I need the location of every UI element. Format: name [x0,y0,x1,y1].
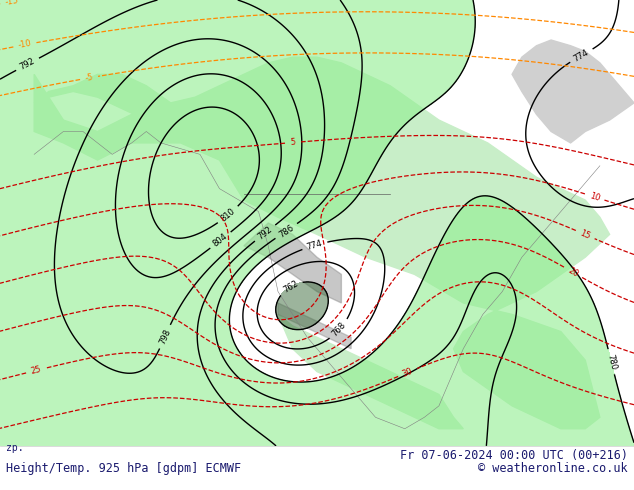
Polygon shape [34,57,610,429]
Polygon shape [244,223,341,303]
Polygon shape [34,74,171,131]
Polygon shape [0,0,634,446]
Text: 5: 5 [290,138,295,147]
Text: 792: 792 [18,56,37,72]
Text: Height/Temp. 925 hPa [gdpm] ECMWF: Height/Temp. 925 hPa [gdpm] ECMWF [6,462,242,475]
Text: 786: 786 [277,223,295,239]
Text: -15: -15 [4,0,19,7]
Text: 762: 762 [281,279,300,294]
Text: 30: 30 [401,366,414,379]
Text: -10: -10 [17,39,32,50]
Text: zp.: zp. [6,443,24,453]
Polygon shape [512,40,634,143]
Text: © weatheronline.co.uk: © weatheronline.co.uk [478,462,628,475]
Text: 768: 768 [330,320,348,339]
Text: 804: 804 [212,232,230,248]
Text: 15: 15 [579,228,592,241]
Text: Fr 07-06-2024 00:00 UTC (00+216): Fr 07-06-2024 00:00 UTC (00+216) [399,448,628,462]
Text: 25: 25 [30,365,42,376]
Text: 810: 810 [219,206,237,223]
Text: 20: 20 [566,266,579,279]
Polygon shape [278,303,351,349]
Text: 780: 780 [605,353,618,370]
Text: 798: 798 [158,327,172,346]
Text: 10: 10 [588,191,601,203]
Text: 774: 774 [572,48,590,63]
Text: 774: 774 [306,239,324,252]
Text: -5: -5 [84,73,94,83]
Text: 792: 792 [256,224,274,242]
Polygon shape [278,315,463,429]
